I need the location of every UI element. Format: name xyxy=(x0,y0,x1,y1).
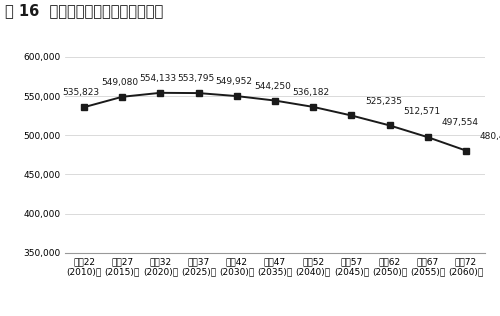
Text: 512,571: 512,571 xyxy=(404,107,440,116)
Text: 554,133: 554,133 xyxy=(139,74,176,83)
Text: 525,235: 525,235 xyxy=(366,97,403,106)
Text: 536,182: 536,182 xyxy=(292,88,329,97)
Text: 535,823: 535,823 xyxy=(63,88,100,97)
Text: 553,795: 553,795 xyxy=(177,74,214,83)
Text: 549,952: 549,952 xyxy=(216,77,252,86)
Text: 549,080: 549,080 xyxy=(101,78,138,87)
Text: 544,250: 544,250 xyxy=(254,82,290,91)
Text: 図 16  将来の総人口の長期的見通し: 図 16 将来の総人口の長期的見通し xyxy=(5,3,163,18)
Text: 497,554: 497,554 xyxy=(442,118,478,127)
Text: 480,459: 480,459 xyxy=(480,132,500,141)
